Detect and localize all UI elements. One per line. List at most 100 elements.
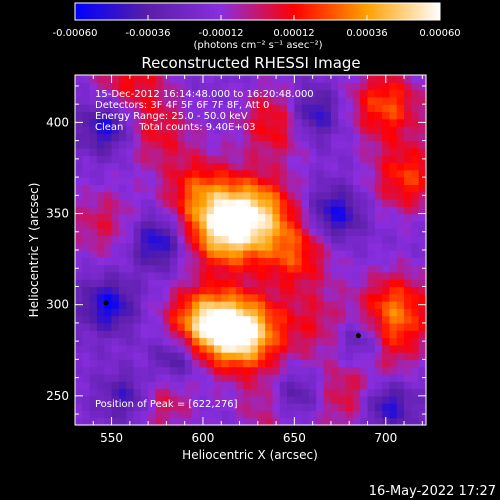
heatmap-cell (323, 140, 332, 149)
heatmap-cell (396, 410, 405, 419)
heatmap-cell (75, 366, 83, 375)
heatmap-cell (250, 126, 259, 134)
heatmap-cell (213, 235, 222, 244)
heatmap-cell (235, 198, 244, 207)
heatmap-cell (213, 198, 222, 207)
heatmap-cell (155, 388, 164, 397)
heatmap-cell (177, 373, 186, 382)
heatmap-cell (374, 337, 383, 346)
heatmap-cell (404, 220, 412, 229)
heatmap-cell (213, 169, 222, 178)
heatmap-cell (155, 140, 164, 149)
heatmap-cell (309, 111, 317, 120)
heatmap-cell (396, 417, 405, 426)
heatmap-cell (250, 366, 259, 375)
heatmap-cell (418, 286, 427, 295)
heatmap-cell (352, 235, 361, 244)
heatmap-cell (148, 286, 157, 295)
heatmap-cell (257, 315, 266, 324)
heatmap-cell (199, 381, 208, 390)
heatmap-cell (133, 410, 142, 419)
heatmap-cell (404, 395, 412, 404)
heatmap-cell (345, 395, 354, 404)
heatmap-cell (345, 220, 354, 229)
heatmap-cell (360, 126, 369, 134)
heatmap-cell (323, 96, 332, 105)
heatmap-cell (294, 235, 303, 244)
heatmap-cell (301, 250, 310, 258)
heatmap-cell (382, 293, 391, 302)
heatmap-cell (330, 381, 339, 390)
heatmap-cell (235, 89, 244, 98)
heatmap-cell (345, 373, 354, 382)
heatmap-cell (272, 126, 281, 134)
heatmap-cell (287, 191, 295, 200)
heatmap-cell (221, 220, 230, 229)
heatmap-cell (126, 293, 135, 302)
heatmap-cell (206, 417, 215, 426)
heatmap-cell (367, 140, 376, 149)
heatmap-cell (104, 279, 113, 288)
heatmap-cell (96, 264, 105, 273)
heatmap-cell (374, 206, 383, 215)
heatmap-cell (243, 155, 252, 164)
heatmap-cell (221, 308, 230, 317)
heatmap-cell (155, 373, 164, 382)
heatmap-cell (338, 155, 347, 164)
heatmap-cell (418, 177, 427, 185)
heatmap-cell (265, 395, 274, 404)
heatmap-cell (235, 373, 244, 382)
heatmap-cell (338, 337, 347, 346)
heatmap-cell (148, 257, 157, 266)
heatmap-cell (126, 96, 135, 105)
heatmap-cell (374, 359, 383, 368)
heatmap-cell (82, 250, 91, 258)
heatmap-cell (82, 395, 91, 404)
heatmap-cell (133, 388, 142, 397)
heatmap-cell (228, 293, 237, 302)
heatmap-cell (360, 111, 369, 120)
heatmap-cell (396, 96, 405, 105)
heatmap-cell (309, 344, 317, 353)
heatmap-cell (148, 337, 157, 346)
heatmap-cell (272, 264, 281, 273)
heatmap-cell (82, 118, 91, 127)
heatmap-cell (272, 308, 281, 317)
heatmap-cell (352, 352, 361, 360)
heatmap-cell (133, 417, 142, 426)
heatmap-cell (96, 111, 105, 120)
heatmap-cell (294, 417, 303, 426)
heatmap-cell (243, 140, 252, 149)
heatmap-cell (177, 96, 186, 105)
heatmap-cell (235, 301, 244, 309)
heatmap-cell (301, 104, 310, 113)
heatmap-cell (411, 337, 420, 346)
heatmap-cell (184, 417, 193, 426)
heatmap-cell (104, 162, 113, 171)
heatmap-cell (360, 96, 369, 105)
heatmap-cell (213, 213, 222, 222)
x-tick-label: 650 (283, 431, 306, 445)
heatmap-cell (352, 417, 361, 426)
heatmap-cell (272, 177, 281, 185)
heatmap-cell (111, 126, 120, 134)
heatmap-cell (206, 104, 215, 113)
heatmap-cell (374, 330, 383, 339)
heatmap-cell (404, 162, 412, 171)
heatmap-cell (338, 330, 347, 339)
heatmap-cell (265, 155, 274, 164)
heatmap-cell (177, 75, 186, 83)
heatmap-cell (294, 322, 303, 331)
heatmap-cell (316, 162, 325, 171)
heatmap-cell (177, 220, 186, 229)
heatmap-cell (352, 359, 361, 368)
heatmap-cell (243, 250, 252, 258)
heatmap-cell (140, 213, 149, 222)
heatmap-cell (213, 403, 222, 412)
heatmap-cell (374, 155, 383, 164)
heatmap-cell (118, 191, 127, 200)
heatmap-cell (265, 126, 274, 134)
heatmap-cell (111, 133, 120, 142)
heatmap-cell (221, 206, 230, 215)
heatmap-cell (104, 169, 113, 178)
